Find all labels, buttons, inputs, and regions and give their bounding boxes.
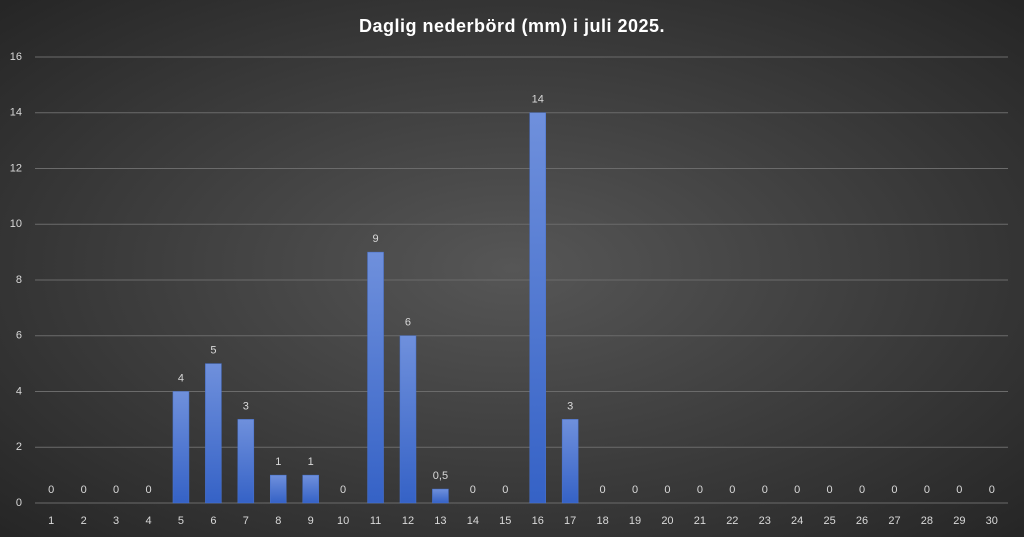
- x-tick-label: 21: [694, 515, 706, 527]
- data-label: 0,5: [433, 470, 448, 482]
- bar: [367, 251, 384, 504]
- x-tick-label: 17: [564, 515, 576, 527]
- x-tick-label: 14: [467, 515, 479, 527]
- x-tick-label: 26: [856, 515, 868, 527]
- y-tick-label: 6: [16, 330, 22, 342]
- bar: [237, 419, 255, 504]
- x-tick-label: 29: [953, 515, 965, 527]
- x-tick-label: 8: [275, 515, 281, 527]
- x-tick-label: 6: [210, 515, 216, 527]
- x-tick-label: 23: [759, 515, 771, 527]
- data-label: 0: [729, 484, 735, 496]
- x-tick-label: 13: [434, 515, 446, 527]
- data-label: 0: [956, 484, 962, 496]
- bar: [205, 363, 222, 504]
- bar: [302, 474, 319, 504]
- x-tick-label: 22: [726, 515, 738, 527]
- data-label: 1: [308, 456, 314, 468]
- y-tick-label: 16: [10, 51, 22, 63]
- bar: [529, 112, 546, 504]
- x-tick-label: 4: [145, 515, 151, 527]
- chart-title: Daglig nederbörd (mm) i juli 2025.: [359, 16, 665, 36]
- x-tick-label: 7: [243, 515, 249, 527]
- y-tick-label: 0: [16, 497, 22, 509]
- data-label: 1: [275, 456, 281, 468]
- data-label: 0: [794, 484, 800, 496]
- x-tick-label: 24: [791, 515, 803, 527]
- data-label: 0: [81, 484, 87, 496]
- data-label: 5: [210, 345, 216, 357]
- data-label: 0: [145, 484, 151, 496]
- data-label: 0: [600, 484, 606, 496]
- x-tick-label: 18: [596, 515, 608, 527]
- data-label: 0: [470, 484, 476, 496]
- data-label: 0: [340, 484, 346, 496]
- data-label: 14: [532, 94, 544, 106]
- data-label: 0: [502, 484, 508, 496]
- data-label: 4: [178, 372, 184, 384]
- x-tick-label: 10: [337, 515, 349, 527]
- data-label: 0: [859, 484, 865, 496]
- y-tick-label: 10: [10, 218, 22, 230]
- x-tick-label: 1: [48, 515, 54, 527]
- bar: [432, 488, 449, 504]
- data-label: 3: [243, 400, 249, 412]
- x-tick-label: 20: [661, 515, 673, 527]
- y-tick-label: 4: [16, 385, 22, 397]
- x-tick-label: 9: [308, 515, 314, 527]
- bar: [270, 474, 287, 504]
- x-tick-label: 15: [499, 515, 511, 527]
- x-tick-label: 2: [81, 515, 87, 527]
- x-tick-label: 5: [178, 515, 184, 527]
- x-tick-label: 16: [532, 515, 544, 527]
- y-tick-label: 14: [10, 107, 22, 119]
- x-tick-label: 25: [823, 515, 835, 527]
- data-label: 0: [664, 484, 670, 496]
- x-tick-label: 3: [113, 515, 119, 527]
- data-label: 0: [989, 484, 995, 496]
- bar: [561, 419, 579, 504]
- x-tick-label: 27: [888, 515, 900, 527]
- y-tick-label: 2: [16, 441, 22, 453]
- y-tick-label: 12: [10, 162, 22, 174]
- x-tick-label: 12: [402, 515, 414, 527]
- data-label: 0: [48, 484, 54, 496]
- data-label: 0: [113, 484, 119, 496]
- data-label: 0: [891, 484, 897, 496]
- data-label: 0: [632, 484, 638, 496]
- y-tick-label: 8: [16, 274, 22, 286]
- x-tick-label: 19: [629, 515, 641, 527]
- bar: [399, 335, 417, 504]
- bar: [172, 391, 190, 504]
- data-label: 6: [405, 317, 411, 329]
- data-label: 3: [567, 400, 573, 412]
- data-label: 9: [372, 233, 378, 245]
- data-label: 0: [827, 484, 833, 496]
- x-tick-label: 28: [921, 515, 933, 527]
- x-tick-label: 30: [986, 515, 998, 527]
- x-tick-label: 11: [370, 515, 381, 527]
- data-label: 0: [762, 484, 768, 496]
- data-label: 0: [924, 484, 930, 496]
- data-label: 0: [697, 484, 703, 496]
